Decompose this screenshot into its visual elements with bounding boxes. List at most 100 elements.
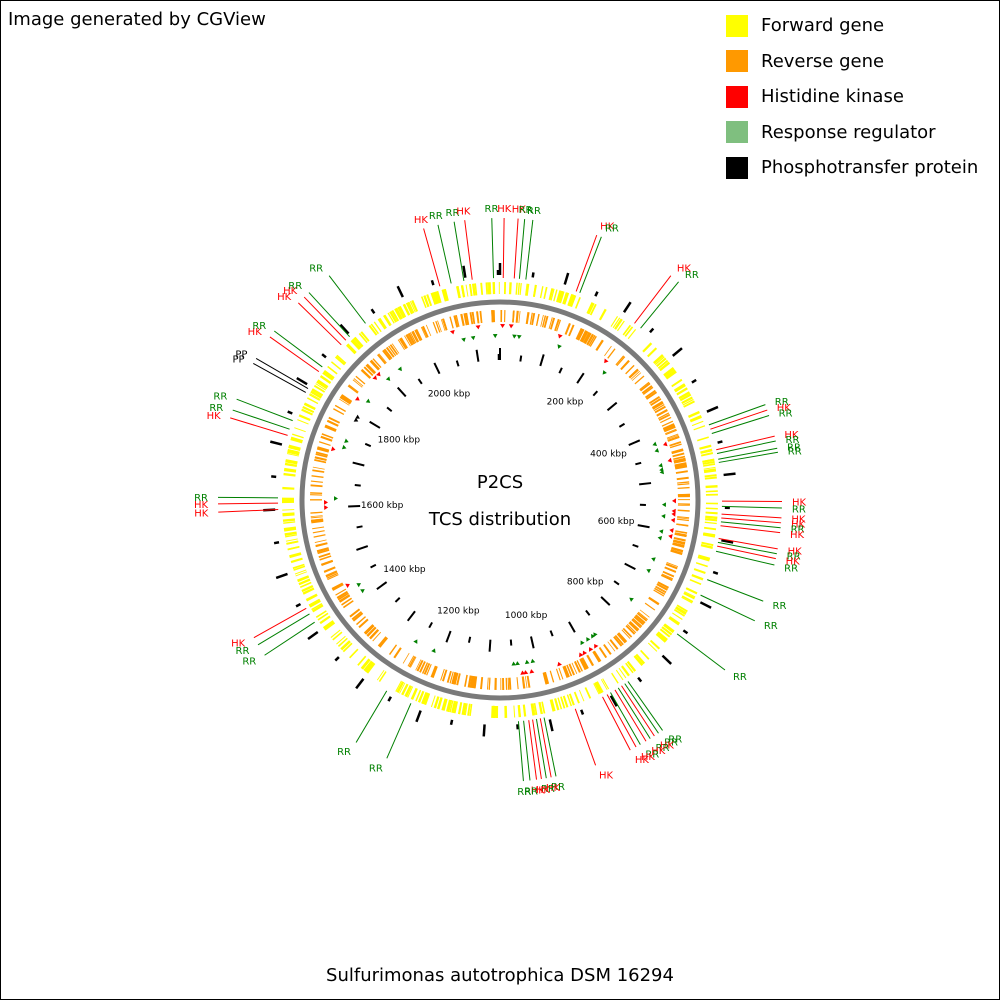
forward-gene: [480, 282, 484, 295]
reverse-gene: [310, 494, 323, 496]
feature-label: HK: [660, 740, 675, 751]
forward-gene: [554, 698, 560, 711]
reverse-gene: [317, 549, 330, 555]
reverse-gene: [390, 344, 398, 355]
reverse-gene: [370, 359, 380, 370]
forward-gene: [361, 659, 371, 670]
feature-leader-line: [464, 220, 473, 280]
reverse-gene: [421, 662, 429, 674]
forward-gene: [702, 533, 716, 538]
reverse-gene: [671, 449, 684, 455]
feature-label: RR: [242, 657, 256, 668]
forward-gene: [287, 451, 300, 456]
forward-gene: [350, 339, 361, 351]
reverse-gene: [531, 312, 536, 326]
forward-gene: [519, 282, 522, 296]
reverse-gene: [336, 590, 348, 599]
reverse-gene: [414, 329, 421, 342]
inner-tick: [394, 597, 401, 603]
forward-gene: [681, 396, 693, 405]
feature-leader-line: [606, 694, 637, 748]
feature-label: HK: [599, 771, 614, 782]
feature-leader-line: [716, 435, 775, 451]
tick-label: 1200 kbp: [437, 606, 480, 616]
inner-tick: [396, 386, 407, 398]
reverse-gene: [426, 663, 432, 676]
inner-tick: [606, 401, 618, 412]
forward-gene: [436, 291, 441, 304]
forward-gene: [373, 321, 382, 333]
reverse-gene: [500, 677, 502, 690]
forward-gene: [327, 365, 338, 375]
reverse-gene: [435, 320, 441, 333]
inner-tick: [467, 636, 472, 643]
tcs-marker: [354, 396, 360, 401]
forward-gene: [586, 302, 593, 314]
reverse-gene: [588, 335, 596, 347]
forward-gene: [469, 703, 473, 717]
reverse-gene: [363, 624, 374, 635]
outer-tick: [430, 279, 435, 286]
outer-tick: [295, 602, 302, 608]
forward-gene: [411, 300, 419, 312]
tcs-marker: [500, 324, 506, 329]
feature-leader-line: [308, 292, 350, 338]
feature-leader-line: [575, 234, 598, 292]
tcs-marker: [385, 376, 391, 381]
forward-gene: [700, 452, 714, 457]
forward-gene: [700, 448, 713, 453]
reverse-gene: [372, 631, 382, 642]
tcs-marker: [671, 511, 676, 517]
inner-tick: [455, 360, 460, 367]
forward-gene: [322, 372, 334, 381]
reverse-gene: [342, 600, 354, 609]
forward-gene: [284, 531, 297, 535]
forward-gene: [508, 282, 512, 295]
reverse-gene: [326, 572, 339, 579]
outer-tick: [339, 323, 350, 335]
feature-label: RR: [252, 321, 266, 332]
reverse-gene: [456, 673, 461, 686]
forward-gene: [704, 526, 717, 531]
reverse-gene: [655, 585, 667, 593]
feature-leader-line: [502, 218, 505, 279]
reverse-gene: [673, 455, 686, 461]
reverse-gene: [641, 385, 653, 394]
forward-gene: [705, 502, 718, 505]
feature-leader-line: [610, 692, 641, 745]
forward-gene: [378, 317, 387, 330]
inner-tick: [632, 543, 639, 548]
reverse-gene: [581, 331, 589, 343]
forward-gene: [681, 596, 693, 604]
inner-tick: [613, 580, 620, 586]
forward-gene: [700, 449, 713, 454]
forward-gene: [522, 704, 527, 717]
forward-gene: [538, 701, 543, 715]
forward-gene: [383, 315, 391, 327]
reverse-gene: [419, 661, 426, 673]
feature-label: RR: [791, 525, 805, 536]
forward-gene: [705, 507, 718, 510]
inner-tick: [539, 354, 545, 367]
inner-tick: [488, 639, 492, 652]
forward-gene: [578, 689, 585, 702]
forward-gene: [282, 518, 296, 522]
reverse-gene: [311, 475, 324, 478]
feature-label: HK: [786, 557, 801, 568]
reverse-gene: [310, 516, 323, 519]
reverse-gene: [645, 390, 656, 399]
reverse-gene: [666, 433, 679, 439]
tcs-marker: [671, 498, 676, 504]
feature-leader-line: [269, 336, 320, 373]
forward-gene: [312, 604, 324, 613]
reverse-gene: [385, 346, 395, 358]
forward-gene: [449, 700, 454, 713]
tcs-marker: [652, 441, 657, 447]
reverse-gene: [312, 469, 325, 473]
reverse-gene: [470, 675, 475, 689]
tcs-marker: [523, 670, 529, 675]
reverse-gene: [473, 676, 478, 689]
forward-gene: [663, 624, 674, 634]
reverse-gene: [607, 641, 616, 652]
inner-tick: [639, 482, 652, 486]
